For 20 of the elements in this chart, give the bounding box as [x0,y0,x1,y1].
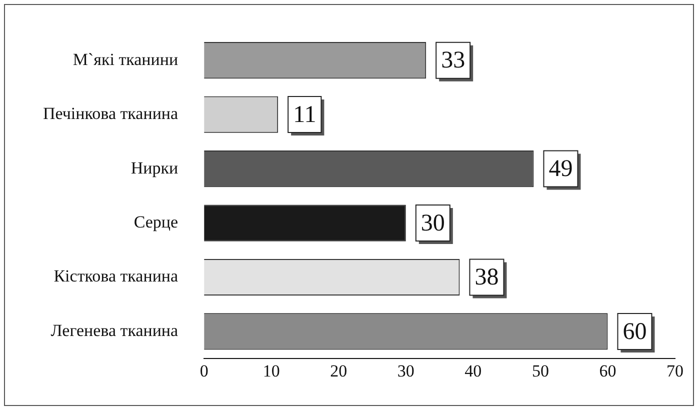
x-tick-label: 50 [532,361,549,380]
x-tick-label: 70 [666,361,684,380]
data-label: 60 [622,318,647,345]
data-label: 38 [474,264,499,291]
x-tick-label: 0 [200,361,208,380]
data-label: 30 [420,210,445,236]
x-tick-label: 30 [397,361,414,380]
y-tick-label: М`які тканини [72,50,178,69]
y-tick-label: Серце [134,212,178,232]
x-tick-label: 10 [262,361,280,380]
data-label: 33 [441,48,466,74]
x-tick-label: 40 [464,361,482,380]
data-label: 11 [293,102,316,128]
x-tick-label: 60 [599,361,616,380]
y-tick-label: Кісткова тканина [54,266,179,286]
y-tick-label: Легенева тканина [50,320,179,340]
y-tick-label: Печінкова тканина [42,104,179,124]
y-tick-label: Нирки [130,158,178,178]
x-tick-label: 20 [330,361,348,380]
data-label: 49 [548,156,573,182]
